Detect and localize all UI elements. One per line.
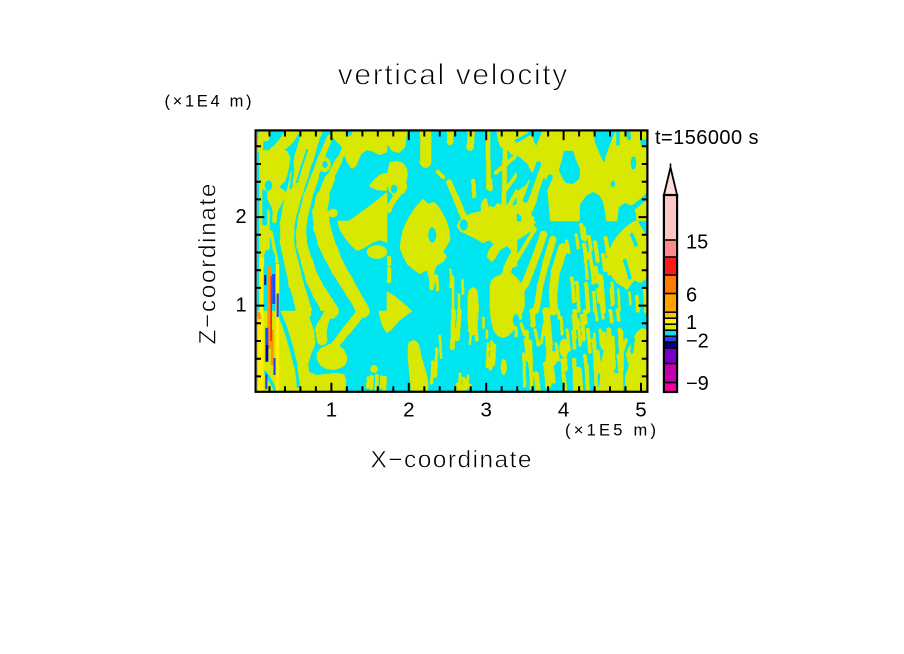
svg-text:5: 5: [635, 398, 646, 421]
svg-text:X−coordinate: X−coordinate: [371, 447, 532, 474]
svg-text:4: 4: [558, 398, 569, 421]
svg-text:1: 1: [235, 295, 246, 317]
svg-text:15: 15: [686, 231, 708, 253]
svg-text:1: 1: [686, 312, 697, 334]
svg-text:−9: −9: [686, 373, 709, 395]
svg-text:vertical velocity: vertical velocity: [338, 59, 568, 92]
svg-text:t=156000 s: t=156000 s: [655, 127, 759, 149]
svg-text:2: 2: [403, 398, 414, 421]
svg-text:1: 1: [326, 398, 337, 421]
svg-text:2: 2: [235, 206, 246, 228]
svg-text:−2: −2: [686, 330, 709, 352]
svg-text:3: 3: [480, 398, 491, 421]
svg-text:Z−coordinate: Z−coordinate: [195, 184, 222, 345]
svg-text:6: 6: [686, 285, 697, 307]
